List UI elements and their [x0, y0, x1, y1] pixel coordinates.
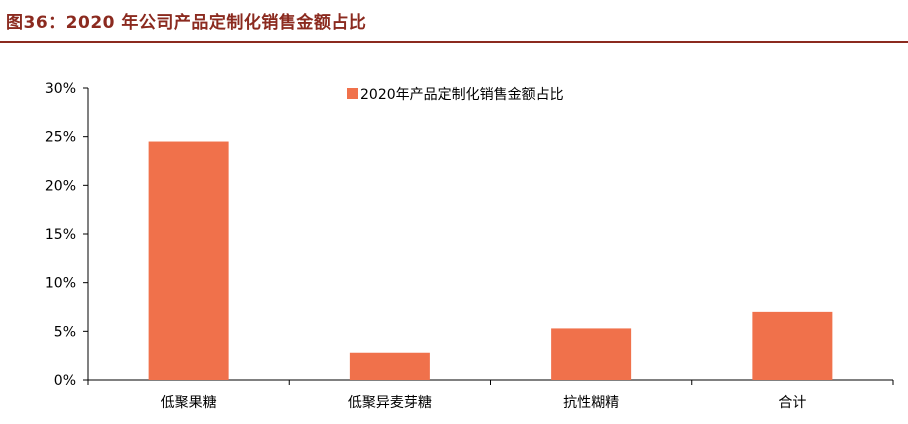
- x-tick-label: 抗性糊精: [563, 395, 619, 411]
- x-tick-label: 低聚果糖: [161, 395, 217, 411]
- legend-label: 2020年产品定制化销售金额占比: [360, 87, 564, 103]
- bar-2: [350, 353, 430, 380]
- y-tick-label: 25%: [45, 130, 76, 146]
- y-tick-label: 20%: [45, 178, 76, 194]
- x-tick-label: 低聚异麦芽糖: [348, 395, 432, 411]
- y-tick-label: 10%: [45, 276, 76, 292]
- y-tick-label: 30%: [45, 81, 76, 97]
- y-tick-label: 0%: [54, 373, 76, 389]
- bar-3: [551, 328, 631, 380]
- bar-4: [752, 312, 832, 380]
- bar-1: [149, 142, 229, 380]
- x-tick-label: 合计: [778, 395, 806, 411]
- legend-swatch: [347, 88, 358, 99]
- y-tick-label: 15%: [45, 227, 76, 243]
- y-tick-label: 5%: [54, 324, 76, 340]
